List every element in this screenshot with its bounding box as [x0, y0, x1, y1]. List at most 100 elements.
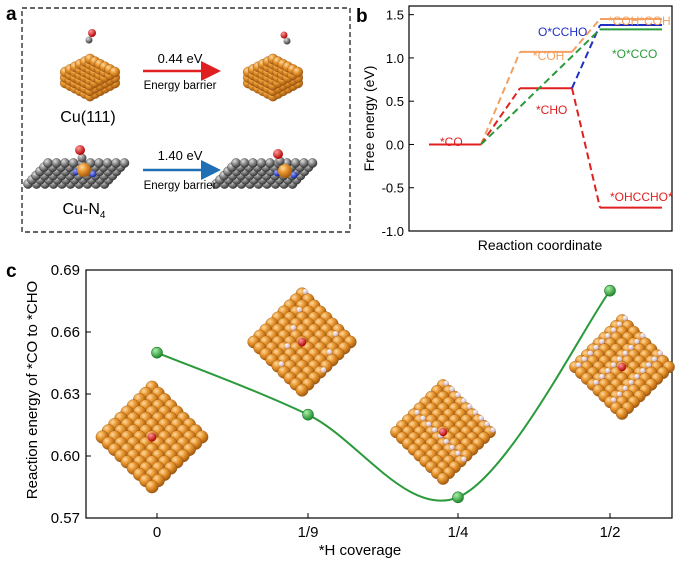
label-coh: *COH: [533, 49, 564, 63]
c-atom: [307, 158, 318, 168]
cu-atom: [436, 472, 450, 485]
c-atom: [85, 36, 93, 44]
c-atom: [265, 158, 275, 168]
cu-atom: [145, 480, 159, 494]
xtick-label: 1/9: [298, 524, 319, 541]
h-atom: [622, 350, 628, 356]
h-atom: [461, 456, 467, 462]
h-atom: [640, 368, 646, 374]
c-atom: [299, 158, 309, 168]
path-ohccho: [571, 87, 601, 208]
cu-atom: [77, 163, 91, 177]
path-coh: [480, 51, 521, 145]
c-atom: [290, 158, 301, 168]
o-atom: [273, 149, 283, 159]
data-point: [302, 408, 314, 421]
h-atom: [593, 379, 599, 386]
data-point: [452, 491, 464, 504]
label-occho: O*CCHO: [538, 25, 587, 39]
panel-c-letter: c: [6, 261, 17, 282]
n-atom: [89, 170, 97, 178]
label-oco: *O*CCO: [612, 47, 657, 61]
data-point: [151, 346, 163, 359]
ytick-label: 0.57: [51, 510, 80, 527]
h-atom: [628, 379, 634, 386]
c-atom: [248, 158, 258, 168]
panel-b: b -1.0-0.50.00.51.01.5 Free energy (eV) …: [356, 5, 673, 253]
o-atom: [617, 362, 627, 372]
h-atom: [616, 356, 623, 362]
fit-curve: [156, 290, 611, 502]
c-atom: [102, 158, 113, 168]
reaction-energy-curve: [151, 284, 616, 504]
c-atom: [231, 158, 241, 168]
label-ohccho: *OHCCHO*: [610, 190, 673, 204]
c-atom: [283, 37, 291, 45]
h-atom: [610, 362, 617, 368]
path-occho: [571, 24, 601, 89]
panel-c-xlabel: *H coverage: [319, 542, 402, 559]
o-atom: [297, 337, 307, 347]
cu-atom: [278, 164, 292, 178]
panel-b-letter: b: [356, 6, 368, 27]
barrier1-value: 0.44 eV: [158, 51, 203, 66]
barrier2-value: 1.40 eV: [158, 148, 203, 163]
h-atom: [461, 398, 467, 404]
xtick-label: 1/4: [448, 524, 469, 541]
h-atom: [449, 386, 455, 392]
h-atom: [284, 343, 291, 349]
barrier2-label: Energy barrier: [144, 180, 217, 192]
h-atom: [587, 350, 594, 356]
h-atom: [490, 427, 496, 433]
h-atom: [575, 362, 582, 368]
h-atom: [443, 380, 449, 386]
h-atom: [605, 368, 611, 374]
h-atom: [466, 403, 473, 410]
o-atom: [75, 145, 85, 155]
ytick-label: 0.69: [51, 262, 80, 279]
cu111-label: Cu(111): [60, 109, 115, 126]
h-atom: [610, 397, 617, 403]
xtick-label: 0: [153, 524, 161, 541]
h-atom: [478, 415, 484, 421]
h-atom: [628, 344, 634, 351]
h-atom: [605, 333, 611, 339]
h-atom: [431, 427, 438, 433]
o-atom: [147, 432, 157, 442]
h-atom: [449, 444, 455, 451]
h-atom: [484, 421, 490, 427]
ytick-label: 1.5: [386, 8, 404, 23]
path-cohcoh: [571, 18, 601, 53]
h-atom: [610, 327, 617, 333]
o-atom: [88, 29, 96, 37]
ytick-label: 0.63: [51, 386, 80, 403]
cu-atom: [615, 407, 629, 420]
cu111-slab-initial: [59, 29, 121, 102]
n-atom: [290, 171, 298, 179]
h-atom: [640, 333, 646, 339]
panel-c: c 0.57 0.60 0.63 0.66 0.69 0 1/9 1/4 1/2 Reactio…: [6, 261, 675, 559]
label-cho: *CHO: [536, 103, 567, 117]
cu111-slab-final: [242, 31, 304, 102]
panel-c-ylabel: Reaction energy of *CO to *CHO: [24, 281, 41, 499]
c-atom: [111, 158, 121, 168]
h-atom: [326, 349, 333, 355]
label-co: *CO: [440, 135, 463, 149]
o-atom: [438, 427, 448, 437]
h-atom: [320, 367, 327, 373]
label-cohcoh: *COH*COH: [608, 14, 671, 28]
h-atom: [455, 450, 461, 456]
c-atom: [43, 158, 53, 168]
h-atom: [581, 356, 588, 362]
panel-c-ticks: 0.57 0.60 0.63 0.66 0.69 0 1/9 1/4 1/2: [51, 262, 621, 541]
cu-atom: [295, 383, 309, 397]
panel-b-xlabel: Reaction coordinate: [478, 237, 603, 253]
panel-a-frame: [21, 7, 351, 233]
path-oco: [480, 28, 601, 146]
ytick-label: 0.0: [386, 137, 404, 152]
ytick-label: 0.60: [51, 448, 80, 465]
data-point: [604, 284, 616, 297]
panel-a-letter: a: [6, 4, 17, 25]
panel-c-axes-box: [85, 269, 673, 519]
h-atom: [290, 324, 297, 331]
